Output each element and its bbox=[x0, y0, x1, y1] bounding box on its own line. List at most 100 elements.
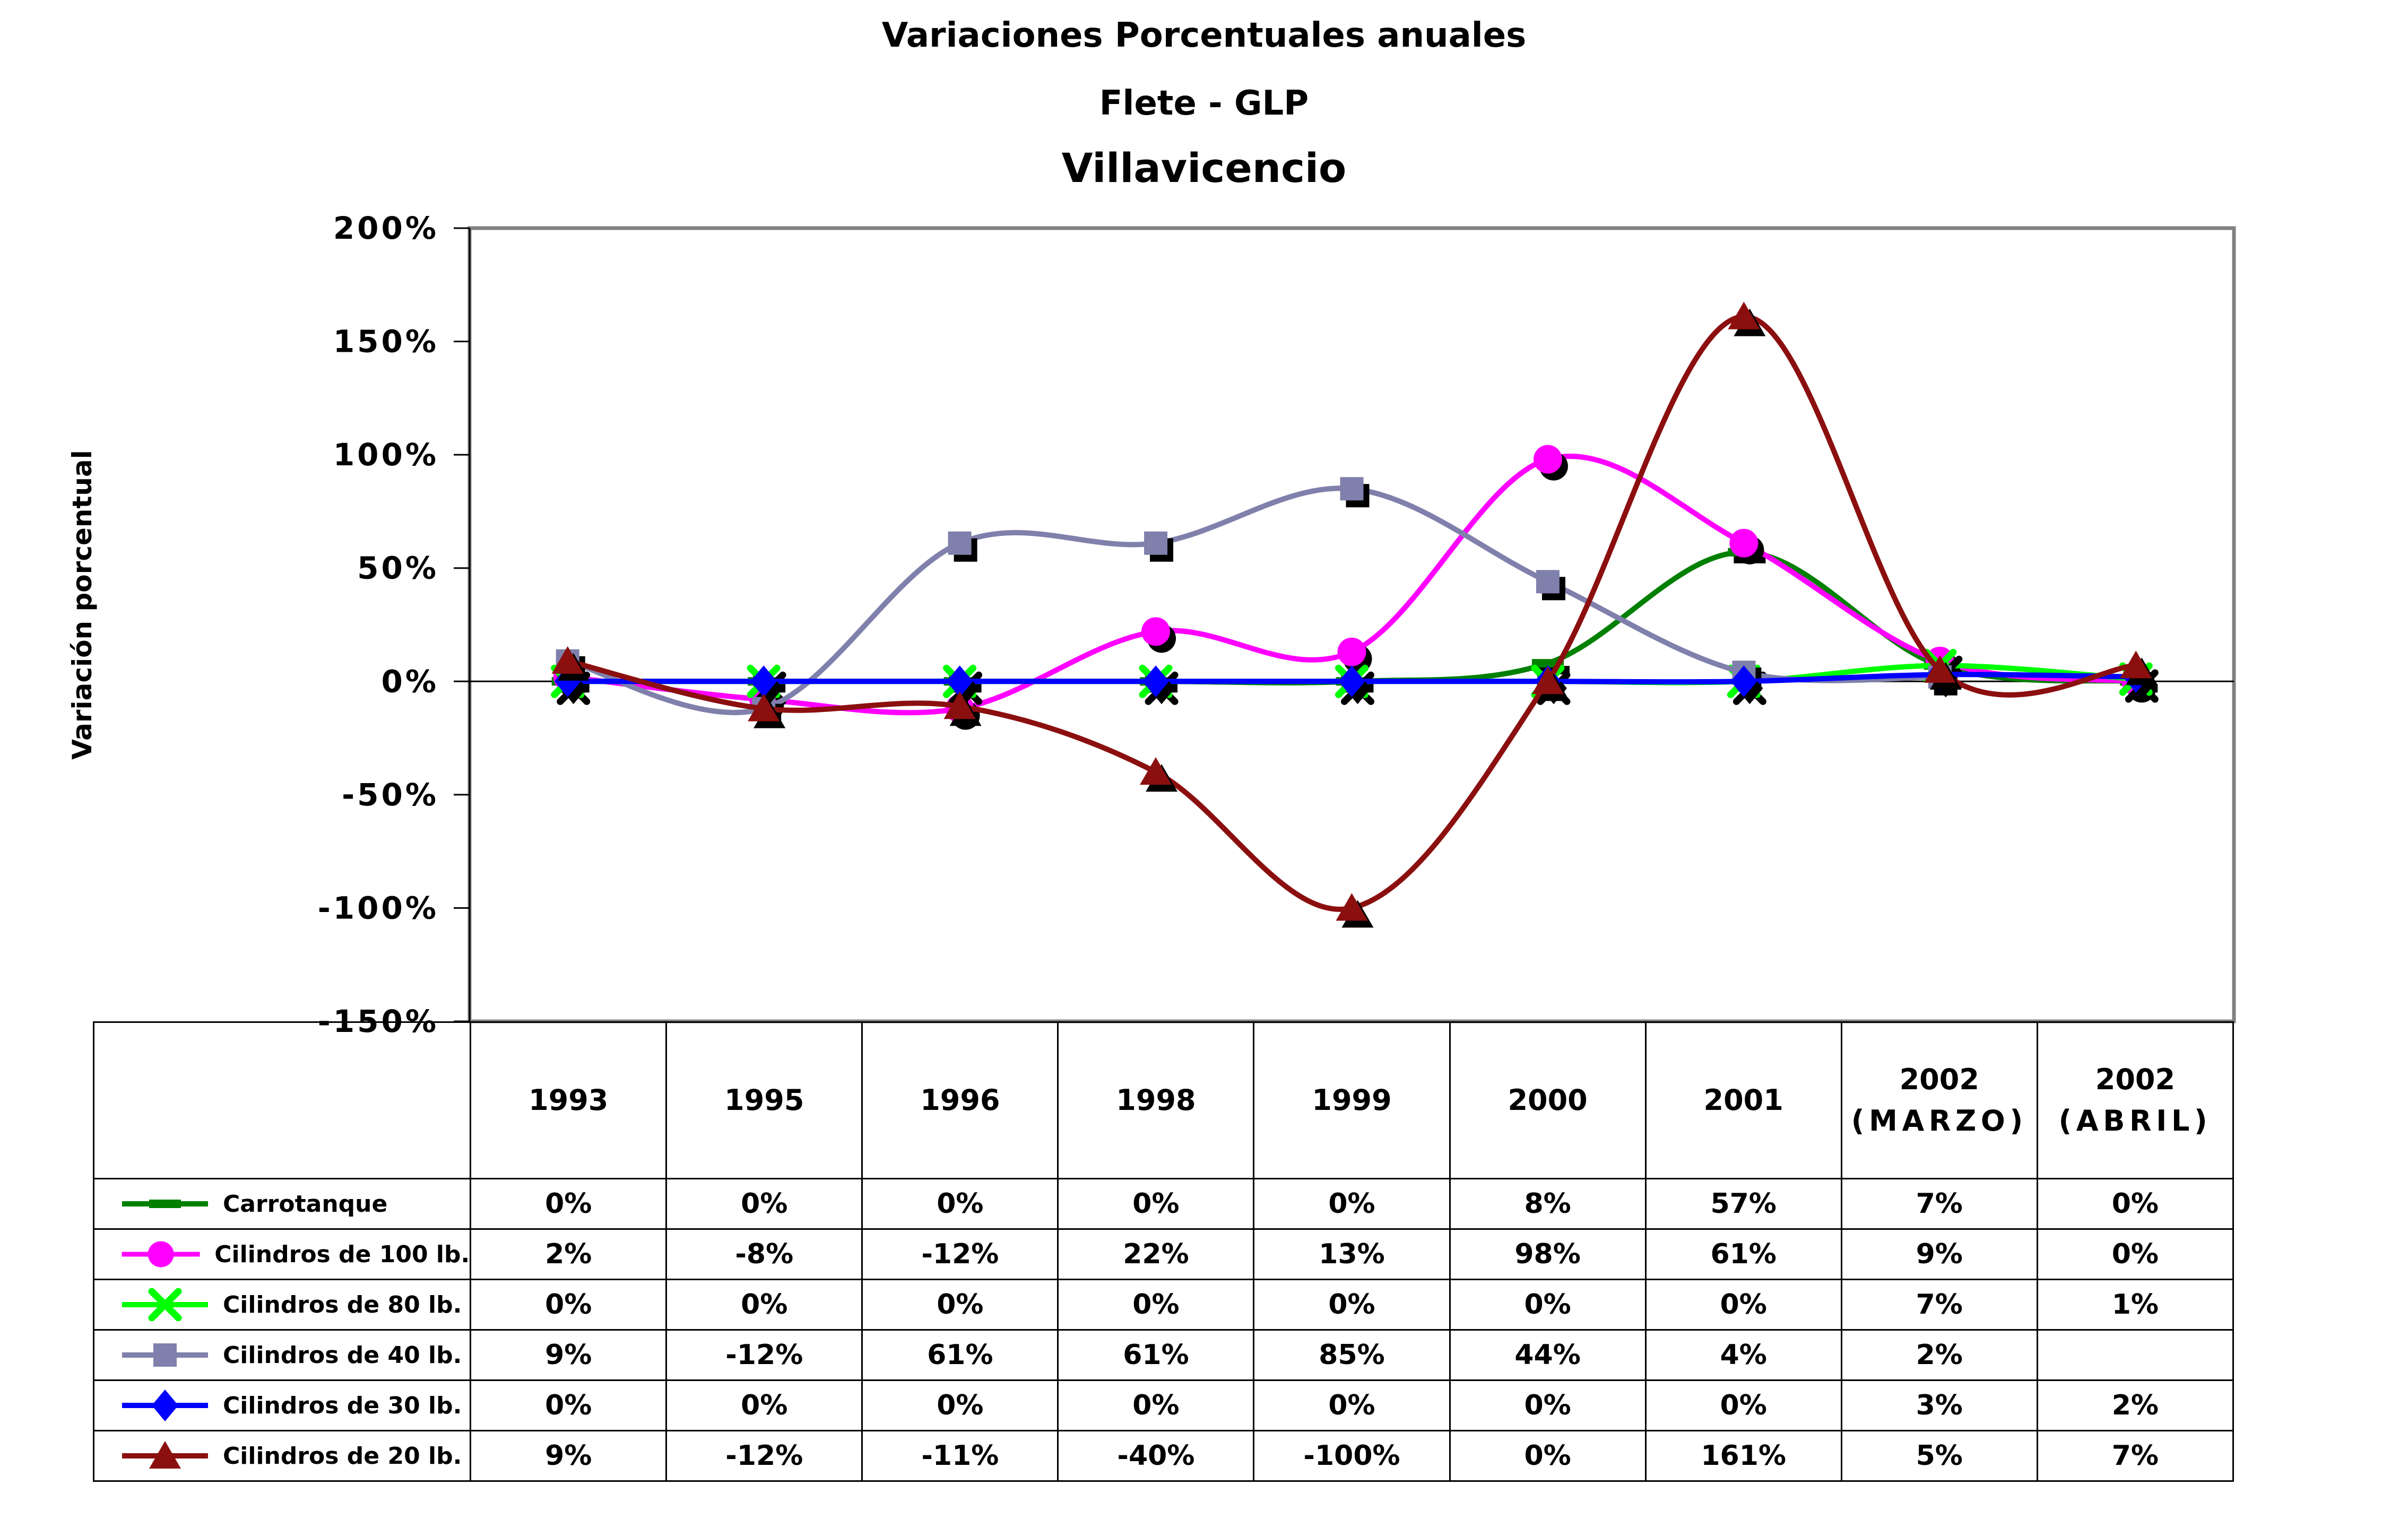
marker-shadow-carrotanque bbox=[753, 684, 786, 693]
marker-carrotanque-8 bbox=[2120, 677, 2152, 686]
value-cell-cilindros-80-7: 7% bbox=[1840, 1279, 2038, 1331]
y-axis-title: Variación porcentual bbox=[67, 450, 98, 760]
marker-cilindros-80-0 bbox=[551, 664, 585, 698]
legend-label-cilindros-40: Cilindros de 40 lb. bbox=[223, 1341, 462, 1369]
value-cell-cilindros-80-6: 0% bbox=[1644, 1279, 1842, 1331]
series-line-cilindros-40 bbox=[565, 485, 1943, 716]
value-cell-cilindros-30-1: 0% bbox=[665, 1379, 863, 1431]
value-cell-carrotanque-3: 0% bbox=[1057, 1178, 1255, 1230]
value-cell-cilindros-40-4: 85% bbox=[1253, 1329, 1451, 1381]
marker-shadow-cilindros-80 bbox=[1145, 671, 1179, 705]
marker-cilindros-30-0 bbox=[554, 665, 581, 698]
marker-shadow-cilindros-100 bbox=[559, 669, 588, 698]
legend-key-cilindros-30-icon bbox=[122, 1390, 208, 1421]
value-cell-carrotanque-4: 0% bbox=[1253, 1178, 1451, 1230]
marker-cilindros-20-7 bbox=[1924, 655, 1956, 683]
marker-cilindros-80-6 bbox=[1727, 664, 1761, 698]
chart-title-line-3: Villavicencio bbox=[1061, 144, 1347, 192]
value-cell-cilindros-40-2: 61% bbox=[861, 1329, 1059, 1381]
marker-shadow-cilindros-30 bbox=[1148, 672, 1175, 705]
marker-cilindros-40-5 bbox=[1536, 570, 1560, 594]
value-cell-cilindros-100-1: -8% bbox=[665, 1228, 863, 1280]
col-header-8: 2002 (ABRIL) bbox=[2036, 1021, 2234, 1179]
col-header-7: 2002 (MARZO) bbox=[1840, 1021, 2038, 1179]
series-line-cilindros-80 bbox=[565, 663, 2139, 685]
value-cell-cilindros-20-6: 161% bbox=[1644, 1430, 1842, 1482]
marker-shadow-cilindros-30 bbox=[1540, 672, 1567, 705]
marker-shadow-cilindros-100 bbox=[2127, 674, 2156, 703]
marker-shadow-cilindros-40 bbox=[561, 656, 585, 680]
chart-title-line-2: Flete - GLP bbox=[1099, 84, 1309, 123]
value-cell-cilindros-20-2: -11% bbox=[861, 1430, 1059, 1482]
value-cell-cilindros-30-8: 2% bbox=[2036, 1379, 2234, 1431]
marker-shadow-cilindros-20 bbox=[949, 698, 982, 726]
marker-cilindros-100-4 bbox=[1337, 637, 1366, 666]
marker-shadow-cilindros-40 bbox=[954, 538, 977, 562]
col-header-1: 1995 bbox=[665, 1021, 863, 1179]
marker-shadow-carrotanque bbox=[1734, 554, 1766, 563]
col-header-2: 1996 bbox=[861, 1021, 1059, 1179]
marker-cilindros-40-7 bbox=[1928, 665, 1952, 689]
legend-cell-cilindros-40: Cilindros de 40 lb. bbox=[92, 1329, 472, 1381]
legend-key-cilindros-100-icon bbox=[122, 1241, 200, 1267]
value-cell-cilindros-30-7: 3% bbox=[1840, 1379, 2038, 1431]
value-cell-cilindros-20-5: 0% bbox=[1449, 1430, 1647, 1482]
value-cell-cilindros-100-8: 0% bbox=[2036, 1228, 2234, 1280]
value-cell-cilindros-40-0: 9% bbox=[470, 1329, 668, 1381]
marker-shadow-cilindros-30 bbox=[1344, 672, 1371, 705]
col-header-0: 1993 bbox=[470, 1021, 668, 1179]
marker-shadow-cilindros-40 bbox=[1346, 484, 1370, 508]
marker-shadow-cilindros-20 bbox=[1929, 662, 1962, 690]
marker-shadow-cilindros-80 bbox=[1733, 671, 1766, 705]
legend-key-marker bbox=[149, 1441, 181, 1469]
legend-key-carrotanque-icon bbox=[122, 1200, 208, 1208]
y-tick-label: -50% bbox=[342, 777, 439, 813]
marker-cilindros-80-1 bbox=[747, 664, 781, 698]
value-cell-cilindros-100-7: 9% bbox=[1840, 1228, 2038, 1280]
marker-carrotanque-4 bbox=[1336, 677, 1368, 686]
plot-area-border bbox=[467, 226, 2236, 1023]
y-tick-label: 150% bbox=[333, 324, 439, 360]
legend-label-carrotanque: Carrotanque bbox=[223, 1190, 388, 1218]
value-cell-cilindros-20-0: 9% bbox=[470, 1430, 668, 1482]
col-header-4: 1999 bbox=[1253, 1021, 1451, 1179]
value-cell-cilindros-20-7: 5% bbox=[1840, 1430, 2038, 1482]
y-tick-label: 100% bbox=[333, 437, 439, 473]
marker-cilindros-40-0 bbox=[556, 649, 579, 673]
marker-shadow-carrotanque bbox=[1146, 684, 1178, 693]
marker-shadow-carrotanque bbox=[557, 684, 590, 693]
marker-shadow-cilindros-80 bbox=[2125, 669, 2159, 703]
marker-shadow-cilindros-20 bbox=[1146, 764, 1178, 792]
marker-cilindros-30-1 bbox=[750, 665, 777, 698]
marker-shadow-carrotanque bbox=[1929, 668, 1962, 677]
marker-shadow-cilindros-80 bbox=[1929, 655, 1963, 689]
value-cell-cilindros-100-4: 13% bbox=[1253, 1228, 1451, 1280]
marker-shadow-cilindros-80 bbox=[949, 671, 983, 705]
value-cell-cilindros-40-3: 61% bbox=[1057, 1329, 1255, 1381]
marker-shadow-cilindros-30 bbox=[2128, 667, 2155, 700]
table-row-carrotanque: Carrotanque 0% 0% 0% 0% 0% 8% 57% 7% 0% bbox=[92, 1178, 2234, 1230]
value-cell-cilindros-100-6: 61% bbox=[1644, 1228, 1842, 1280]
marker-shadow-cilindros-40 bbox=[758, 704, 782, 727]
value-cell-cilindros-40-8 bbox=[2036, 1329, 2234, 1381]
marker-cilindros-100-0 bbox=[553, 662, 582, 691]
series-line-cilindros-30 bbox=[565, 672, 2139, 685]
marker-shadow-cilindros-30 bbox=[756, 672, 783, 705]
col-header-3: 1998 bbox=[1057, 1021, 1255, 1179]
value-cell-carrotanque-0: 0% bbox=[470, 1178, 668, 1230]
marker-shadow-cilindros-100 bbox=[1735, 535, 1764, 565]
marker-shadow-cilindros-20 bbox=[2126, 657, 2158, 685]
table-row-cilindros-20: Cilindros de 20 lb. 9% -12% -11% -40% -100% 0%… bbox=[92, 1430, 2234, 1482]
marker-carrotanque-1 bbox=[748, 677, 780, 686]
series-line-cilindros-100 bbox=[565, 454, 2139, 716]
col-header-5: 2000 bbox=[1449, 1021, 1647, 1179]
marker-shadow-cilindros-100 bbox=[1931, 653, 1960, 682]
y-tick-label: 200% bbox=[333, 210, 439, 246]
value-cell-cilindros-100-5: 98% bbox=[1449, 1228, 1647, 1280]
legend-label-cilindros-20: Cilindros de 20 lb. bbox=[223, 1442, 462, 1470]
marker-cilindros-100-2 bbox=[945, 694, 974, 723]
legend-cell-cilindros-100: Cilindros de 100 lb. bbox=[92, 1228, 472, 1280]
legend-label-cilindros-100: Cilindros de 100 lb. bbox=[214, 1240, 470, 1268]
legend-cell-carrotanque: Carrotanque bbox=[92, 1178, 472, 1230]
marker-cilindros-80-8 bbox=[2119, 662, 2153, 696]
